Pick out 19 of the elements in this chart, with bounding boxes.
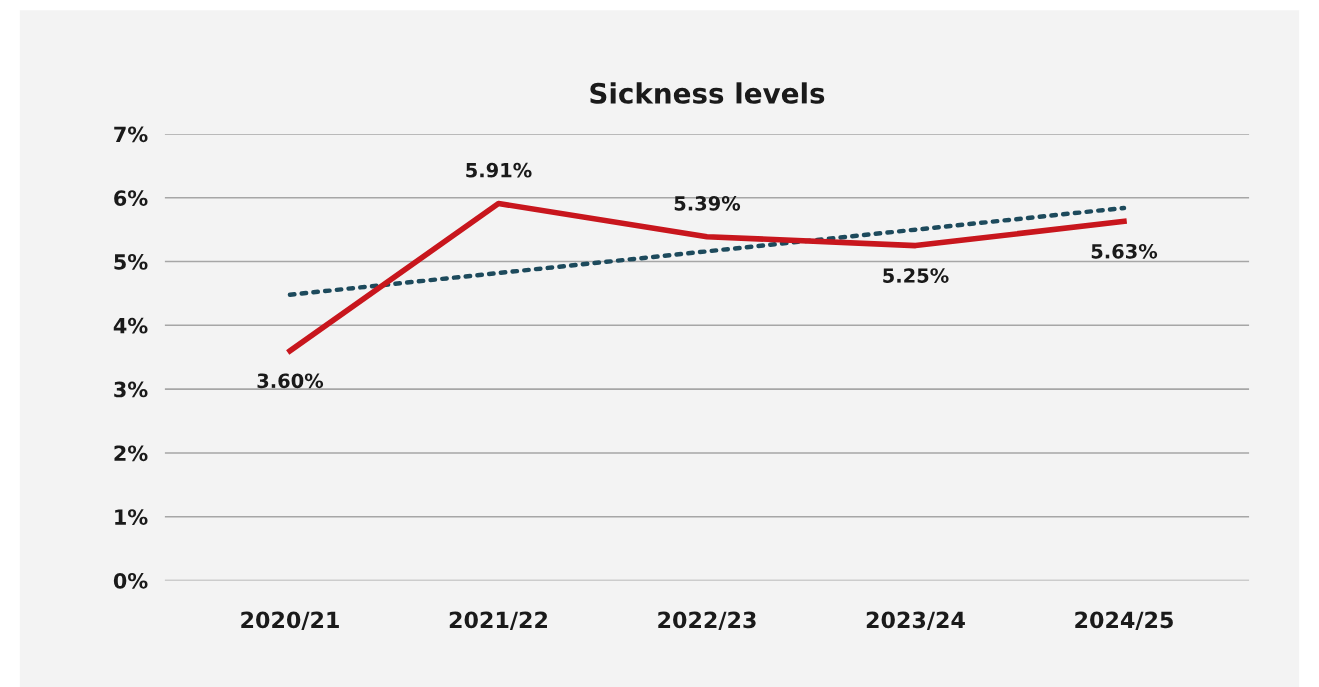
data-label: 5.25% — [883, 268, 949, 283]
x-tick-label: 2024/25 — [1075, 611, 1173, 631]
data-label: 3.60% — [257, 373, 324, 389]
x-tick-label: 2020/21 — [241, 611, 339, 631]
chart-title: Sickness levels — [590, 82, 825, 104]
data-label: 5.91% — [466, 162, 532, 178]
x-tick-label: 2022/23 — [658, 611, 756, 631]
y-tick-label: 6% — [114, 190, 148, 206]
y-tick-label: 5% — [114, 254, 148, 270]
y-tick-label: 2% — [114, 445, 148, 462]
y-tick-label: 7% — [114, 126, 148, 143]
y-tick-label: 1% — [115, 509, 148, 525]
x-tick-label: 2021/22 — [449, 611, 547, 631]
y-tick-label: 4% — [113, 317, 148, 334]
y-tick-label: 3% — [114, 381, 148, 398]
y-tick-label: 0% — [113, 572, 148, 589]
x-tick-label: 2023/24 — [866, 611, 965, 631]
data-label: 5.63% — [1091, 243, 1158, 259]
data-label: 5.39% — [674, 195, 741, 211]
